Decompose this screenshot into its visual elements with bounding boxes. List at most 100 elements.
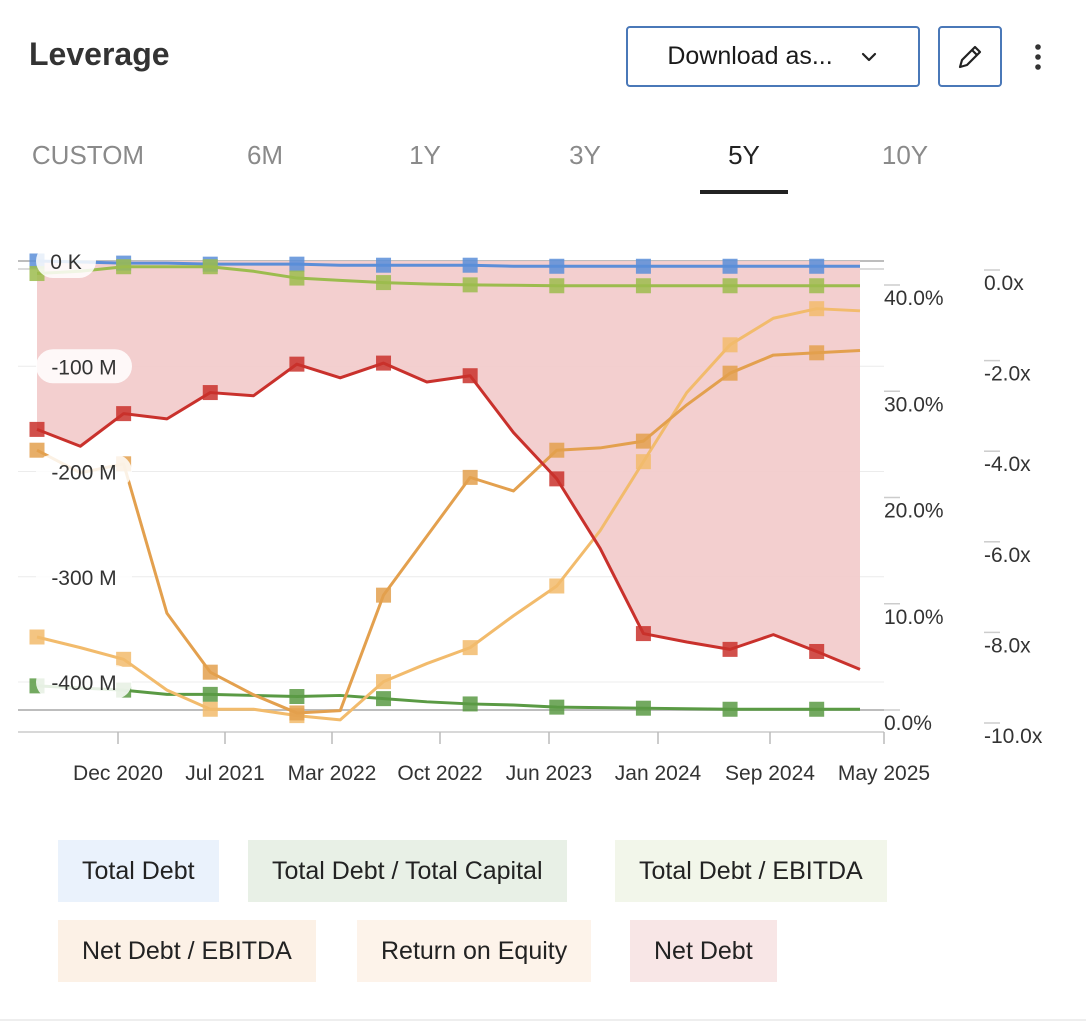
return-on-equity-marker bbox=[116, 651, 132, 667]
total-debt-total-capital-marker bbox=[549, 699, 565, 715]
edit-button[interactable] bbox=[938, 26, 1002, 87]
tab-1y[interactable]: 1Y bbox=[409, 140, 441, 170]
chevron-down-icon bbox=[861, 52, 876, 61]
y-label-pill bbox=[36, 454, 132, 489]
total-debt-ebitda-marker bbox=[549, 278, 565, 294]
net-debt-ebitda-marker bbox=[809, 345, 825, 361]
net-debt-marker bbox=[635, 626, 651, 642]
return-on-equity-marker bbox=[376, 674, 392, 690]
y-label-pill bbox=[36, 349, 132, 384]
legend-item-total-debt-ebitda[interactable]: Total Debt / EBITDA bbox=[615, 840, 887, 902]
legend-item-return-on-equity[interactable]: Return on Equity bbox=[357, 920, 592, 982]
page-title: Leverage bbox=[29, 36, 170, 72]
y-right-pct-tick-label: 40.0% bbox=[884, 287, 944, 310]
y-right-x-tick-label: -2.0x bbox=[984, 363, 1031, 386]
y-left-tick-label: 0 K bbox=[50, 251, 82, 274]
net-debt-ebitda-marker bbox=[549, 442, 565, 458]
total-debt-total-capital-marker bbox=[635, 700, 651, 716]
total-debt-ebitda-marker bbox=[116, 259, 132, 275]
more-options-button[interactable] bbox=[1020, 36, 1056, 78]
return-on-equity-marker bbox=[202, 701, 218, 717]
y-right-pct-tick-label: 20.0% bbox=[884, 500, 944, 523]
legend-label: Net Debt bbox=[654, 936, 753, 965]
x-tick-label: Oct 2022 bbox=[397, 762, 482, 785]
active-tab-indicator bbox=[700, 190, 788, 194]
total-debt-total-capital-marker bbox=[462, 696, 478, 712]
total-debt-marker bbox=[549, 258, 565, 274]
net-debt-marker bbox=[202, 385, 218, 401]
return-on-equity-marker bbox=[29, 629, 45, 645]
total-debt-ebitda-marker bbox=[376, 275, 392, 291]
legend-label: Return on Equity bbox=[381, 936, 568, 965]
net-debt-marker bbox=[289, 356, 305, 372]
total-debt-marker bbox=[289, 256, 305, 272]
net-debt-marker bbox=[116, 406, 132, 422]
legend-label: Net Debt / EBITDA bbox=[82, 936, 292, 965]
net-debt-ebitda-marker bbox=[462, 469, 478, 485]
legend-item-total-debt-total-capital[interactable]: Total Debt / Total Capital bbox=[248, 840, 567, 902]
total-debt-ebitda-marker bbox=[722, 278, 738, 294]
total-debt-ebitda-marker bbox=[635, 278, 651, 294]
y-left-tick-label: -400 M bbox=[51, 672, 116, 695]
y-label-pill bbox=[36, 559, 132, 594]
return-on-equity-marker bbox=[722, 337, 738, 353]
y-right-x-tick-label: -8.0x bbox=[984, 634, 1031, 657]
net-debt-ebitda-marker bbox=[722, 365, 738, 381]
net-debt-marker bbox=[462, 368, 478, 384]
total-debt-ebitda-marker bbox=[289, 270, 305, 286]
x-tick-label: Sep 2024 bbox=[725, 762, 815, 785]
tab-5y[interactable]: 5Y bbox=[728, 140, 760, 170]
net-debt-ebitda-marker bbox=[635, 433, 651, 449]
net-debt-marker bbox=[809, 643, 825, 659]
tab-3y[interactable]: 3Y bbox=[569, 140, 601, 170]
download-button[interactable]: Download as... bbox=[626, 26, 920, 87]
return-on-equity-marker bbox=[549, 578, 565, 594]
total-debt-marker bbox=[722, 258, 738, 274]
total-debt-ebitda-marker bbox=[202, 259, 218, 275]
x-tick-label: May 2025 bbox=[838, 762, 930, 785]
net-debt-marker bbox=[722, 641, 738, 657]
net-debt-ebitda-marker bbox=[289, 705, 305, 721]
total-debt-total-capital-marker bbox=[722, 701, 738, 717]
y-right-pct-tick-label: 10.0% bbox=[884, 606, 944, 629]
legend-label: Total Debt bbox=[82, 856, 195, 885]
more-vertical-icon bbox=[1035, 44, 1041, 70]
legend-item-net-debt[interactable]: Net Debt bbox=[630, 920, 777, 982]
pencil-icon bbox=[958, 45, 982, 68]
y-label-pill bbox=[36, 665, 132, 699]
total-debt-ebitda-marker bbox=[462, 277, 478, 293]
x-tick-label: Dec 2020 bbox=[73, 762, 163, 785]
total-debt-total-capital-marker bbox=[289, 689, 305, 704]
total-debt-ebitda-marker bbox=[809, 278, 825, 294]
tab-custom[interactable]: CUSTOM bbox=[31, 140, 145, 170]
legend-label: Total Debt / EBITDA bbox=[639, 856, 863, 885]
x-tick-label: Mar 2022 bbox=[288, 762, 377, 785]
legend-item-net-debt-ebitda[interactable]: Net Debt / EBITDA bbox=[58, 920, 316, 982]
y-right-x-tick-label: -10.0x bbox=[984, 725, 1043, 748]
y-right-x-tick-label: -6.0x bbox=[984, 544, 1031, 567]
divider bbox=[0, 1019, 1086, 1021]
net-debt-marker bbox=[549, 471, 565, 487]
x-tick-label: Jun 2023 bbox=[506, 762, 592, 785]
total-debt-total-capital-marker bbox=[376, 691, 392, 707]
tab-6m[interactable]: 6M bbox=[246, 140, 284, 170]
return-on-equity-marker bbox=[809, 301, 825, 317]
total-debt-marker bbox=[376, 257, 392, 273]
download-button-label: Download as... bbox=[667, 42, 833, 70]
y-left-tick-label: -300 M bbox=[51, 567, 116, 590]
x-tick-label: Jul 2021 bbox=[185, 762, 264, 785]
net-debt-marker bbox=[29, 421, 45, 437]
y-right-pct-tick-label: 30.0% bbox=[884, 393, 944, 416]
total-debt-marker bbox=[809, 258, 825, 274]
legend-item-total-debt[interactable]: Total Debt bbox=[58, 840, 219, 902]
y-right-x-tick-label: 0.0x bbox=[984, 272, 1024, 295]
y-right-pct-tick-label: 0.0% bbox=[884, 712, 932, 735]
leverage-chart: Dec 2020 Jul 2021 Mar 2022 Oct 2022 Jun 2023… bbox=[18, 251, 1043, 785]
tab-10y[interactable]: 10Y bbox=[881, 140, 929, 170]
return-on-equity-marker bbox=[635, 454, 651, 470]
y-right-x-tick-label: -4.0x bbox=[984, 453, 1031, 476]
net-debt-ebitda-marker bbox=[202, 664, 218, 680]
y-left-tick-label: -100 M bbox=[51, 356, 116, 379]
net-debt-area bbox=[37, 261, 860, 670]
net-debt-marker bbox=[376, 355, 392, 371]
